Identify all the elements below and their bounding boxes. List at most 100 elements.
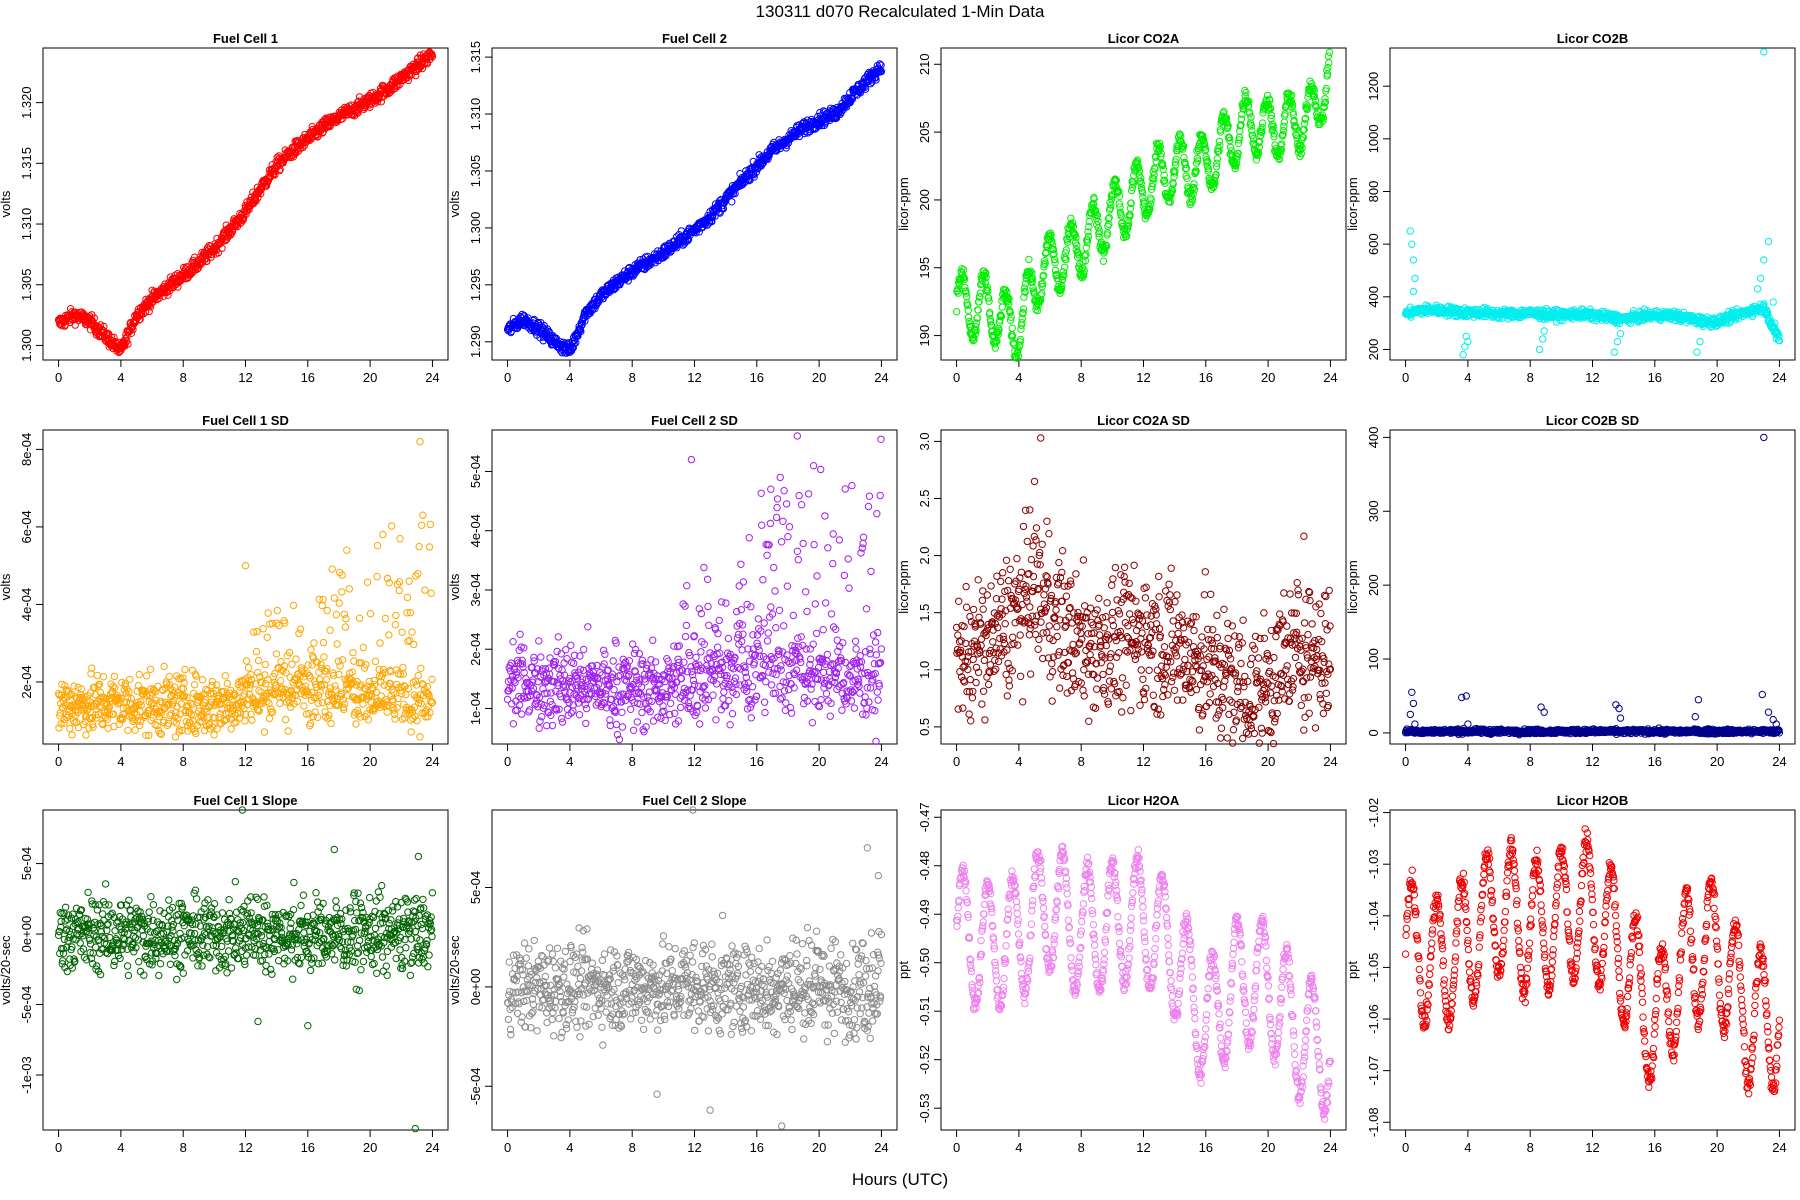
y-tick-label: 210 — [917, 53, 932, 75]
x-tick-label: 24 — [874, 370, 888, 385]
data-point — [327, 719, 335, 728]
data-point — [408, 628, 416, 636]
data-point — [146, 665, 155, 673]
y-tick-label: 1.315 — [19, 147, 34, 180]
data-series — [952, 48, 1334, 362]
data-point — [90, 314, 99, 322]
x-tick-label: 0 — [504, 754, 511, 769]
data-point — [341, 623, 350, 631]
y-tick-label: 8e-04 — [19, 433, 34, 466]
panel-title: Licor CO2B — [1557, 31, 1629, 46]
data-point — [135, 670, 144, 679]
data-point — [416, 733, 424, 741]
data-point — [310, 639, 318, 647]
data-point — [580, 645, 588, 654]
data-point — [328, 565, 336, 573]
x-tick-label: 12 — [1136, 370, 1150, 385]
data-point — [618, 708, 626, 716]
data-point — [239, 214, 248, 223]
data-point — [414, 671, 422, 680]
data-point — [1408, 240, 1416, 248]
data-point — [326, 626, 334, 634]
data-point — [276, 677, 285, 685]
data-point — [516, 630, 524, 638]
data-point — [349, 648, 357, 657]
data-point — [371, 657, 380, 666]
data-point — [1769, 298, 1777, 306]
y-tick-label: 400 — [1366, 286, 1381, 308]
y-axis-label: volts — [447, 190, 462, 217]
data-point — [535, 637, 543, 645]
data-point — [1693, 348, 1701, 356]
data-point — [338, 656, 347, 664]
data-point — [415, 542, 423, 551]
data-point — [1760, 256, 1768, 264]
data-point — [261, 660, 269, 669]
data-point — [509, 638, 517, 646]
x-tick-label: 16 — [750, 370, 764, 385]
x-tick-label: 8 — [1078, 370, 1085, 385]
data-point — [537, 653, 545, 661]
data-point — [141, 308, 150, 316]
data-point — [407, 728, 415, 736]
x-tick-label: 24 — [874, 754, 888, 769]
x-tick-label: 16 — [1648, 370, 1662, 385]
data-point — [1760, 48, 1768, 56]
data-point — [318, 601, 326, 610]
data-point — [1406, 227, 1415, 235]
data-point — [265, 714, 274, 723]
y-tick-label: 1.300 — [19, 329, 34, 362]
y-tick-label: 600 — [1366, 233, 1381, 255]
data-point — [66, 724, 74, 733]
data-point — [110, 333, 118, 342]
data-point — [376, 639, 384, 647]
data-point — [221, 672, 230, 680]
data-series — [1401, 48, 1784, 359]
y-tick-label: 1.320 — [19, 86, 34, 119]
panel-title: Fuel Cell 2 SD — [651, 413, 738, 428]
data-point — [300, 702, 308, 710]
y-tick-label: 1200 — [1366, 72, 1381, 101]
data-point — [1280, 118, 1289, 126]
data-point — [426, 520, 434, 529]
data-point — [136, 315, 144, 324]
data-point — [1008, 324, 1016, 332]
data-point — [403, 593, 412, 602]
data-point — [518, 710, 526, 718]
data-point — [241, 717, 249, 725]
data-point — [402, 690, 410, 699]
data-point — [610, 686, 618, 694]
data-point — [160, 662, 168, 671]
data-point — [264, 609, 272, 617]
panel-title: Fuel Cell 1 SD — [202, 413, 289, 428]
data-point — [333, 640, 341, 648]
x-tick-label: 0 — [1402, 370, 1409, 385]
x-tick-label: 0 — [55, 754, 62, 769]
x-tick-label: 20 — [1261, 370, 1275, 385]
data-point — [366, 610, 375, 618]
data-point — [1535, 345, 1544, 354]
data-point — [335, 599, 343, 607]
plot-frame — [491, 47, 898, 361]
y-tick-label: 2e-04 — [468, 633, 483, 666]
y-tick-label: 5e-04 — [468, 455, 483, 488]
data-point — [1213, 155, 1222, 163]
x-tick-label: 8 — [629, 370, 636, 385]
x-tick-label: 4 — [1464, 370, 1471, 385]
data-point — [323, 606, 331, 615]
data-point — [383, 708, 391, 716]
data-point — [85, 724, 93, 732]
data-point — [1539, 335, 1547, 343]
data-point — [208, 677, 217, 686]
x-tick-label: 8 — [1527, 370, 1534, 385]
data-point — [554, 633, 562, 641]
y-tick-label: 1.290 — [468, 326, 483, 359]
data-point — [181, 665, 189, 674]
panel-1: Fuel Cell 10 4 8 12 16 20 241.3001.3051.3101.3… — [0, 31, 449, 385]
data-point — [272, 650, 281, 658]
data-point — [991, 344, 999, 352]
y-tick-label: 190 — [917, 325, 932, 347]
y-tick-label: 1.310 — [468, 98, 483, 131]
data-point — [227, 725, 235, 733]
